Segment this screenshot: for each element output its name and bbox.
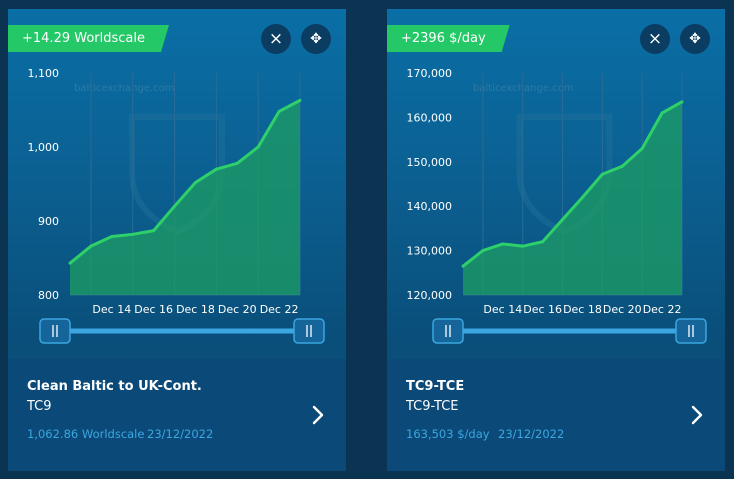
- data-point: [561, 218, 565, 222]
- x-tick-label: Dec 20: [603, 303, 642, 316]
- chevron-right-icon[interactable]: [312, 405, 324, 425]
- y-tick-label: 800: [38, 289, 59, 302]
- y-tick-label: 900: [38, 215, 59, 228]
- slider-handle-box[interactable]: [39, 318, 71, 344]
- data-point: [235, 161, 239, 165]
- close-button[interactable]: ×: [640, 24, 670, 54]
- series-line: [462, 100, 683, 268]
- move-button[interactable]: ✥: [680, 24, 710, 54]
- x-tick-label: Dec 18: [563, 303, 602, 316]
- x-tick-label: Dec 18: [176, 303, 215, 316]
- route-value: 163,503 $/day: [406, 427, 490, 441]
- area-chart: balticexchange.com 800 900 1,000 1,100 Dec 1…: [28, 67, 325, 344]
- data-point: [521, 244, 525, 248]
- route-date: 23/12/2022: [147, 427, 214, 441]
- area-fill: [70, 100, 300, 295]
- data-point: [173, 204, 177, 208]
- area-fill: [463, 101, 682, 295]
- x-tick-label: Dec 16: [523, 303, 562, 316]
- data-point: [193, 181, 197, 185]
- x-tick-label: Dec 22: [260, 303, 299, 316]
- area-chart: balticexchange.com 120,000 130,000 140,000…: [407, 67, 707, 344]
- x-tick-label: Dec 16: [134, 303, 173, 316]
- y-tick-label: 130,000: [407, 245, 453, 258]
- route-date: 23/12/2022: [498, 427, 565, 441]
- y-tick-label: 1,000: [28, 141, 60, 154]
- route-code: TC9-TCE: [406, 399, 459, 414]
- data-point: [152, 229, 156, 233]
- data-point: [256, 145, 260, 149]
- close-button[interactable]: ×: [261, 24, 291, 54]
- data-point: [501, 242, 505, 246]
- y-tick-label: 170,000: [407, 67, 453, 80]
- y-tick-label: 140,000: [407, 200, 453, 213]
- data-point: [541, 240, 545, 244]
- route-info[interactable]: TC9-TCE TC9-TCE 163,503 $/day 23/12/2022: [387, 359, 725, 471]
- range-slider-right-handle[interactable]: [293, 318, 325, 344]
- change-badge: +14.29 Worldscale: [8, 25, 169, 52]
- series-line: [69, 99, 301, 265]
- range-slider-left-handle[interactable]: [39, 318, 71, 344]
- y-tick-label: 150,000: [407, 156, 453, 169]
- y-tick-label: 120,000: [407, 289, 453, 302]
- route-title: Clean Baltic to UK-Cont.: [27, 379, 202, 394]
- data-point: [214, 167, 218, 171]
- chevron-right-icon[interactable]: [691, 405, 703, 425]
- x-tick-label: Dec 14: [483, 303, 522, 316]
- data-point: [481, 249, 485, 253]
- data-point: [620, 164, 624, 168]
- data-point: [680, 100, 684, 104]
- range-slider-track[interactable]: [55, 328, 309, 334]
- chart-card: +2396 $/day × ✥ balticexchange.com 120,0…: [387, 9, 725, 471]
- x-tick-label: Dec 22: [643, 303, 682, 316]
- y-tick-label: 160,000: [407, 111, 453, 124]
- data-point: [580, 195, 584, 199]
- slider-handle-box[interactable]: [432, 318, 464, 344]
- route-value: 1,062.86 Worldscale: [27, 427, 145, 441]
- range-slider-right-handle[interactable]: [675, 318, 707, 344]
- watermark-text: balticexchange.com: [473, 83, 574, 94]
- data-point: [68, 261, 72, 265]
- data-point: [131, 232, 135, 236]
- data-point: [660, 111, 664, 115]
- data-point: [89, 244, 93, 248]
- change-badge: +2396 $/day: [387, 25, 510, 52]
- slider-handle-box[interactable]: [675, 318, 707, 344]
- data-point: [600, 172, 604, 176]
- move-button[interactable]: ✥: [301, 24, 331, 54]
- watermark-text: balticexchange.com: [74, 83, 175, 94]
- slider-handle-box[interactable]: [293, 318, 325, 344]
- range-slider-track[interactable]: [448, 328, 691, 334]
- range-slider-left-handle[interactable]: [432, 318, 464, 344]
- route-info[interactable]: Clean Baltic to UK-Cont. TC9 1,062.86 Wo…: [8, 359, 346, 471]
- data-point: [277, 109, 281, 113]
- x-tick-label: Dec 20: [218, 303, 257, 316]
- chart-card: +14.29 Worldscale × ✥ balticexchange.com…: [8, 9, 346, 471]
- data-point: [298, 98, 302, 102]
- data-point: [640, 146, 644, 150]
- route-title: TC9-TCE: [406, 379, 465, 394]
- data-point: [110, 235, 114, 239]
- y-tick-label: 1,100: [28, 67, 60, 80]
- x-tick-label: Dec 14: [92, 303, 131, 316]
- data-point: [461, 264, 465, 268]
- route-code: TC9: [27, 399, 52, 414]
